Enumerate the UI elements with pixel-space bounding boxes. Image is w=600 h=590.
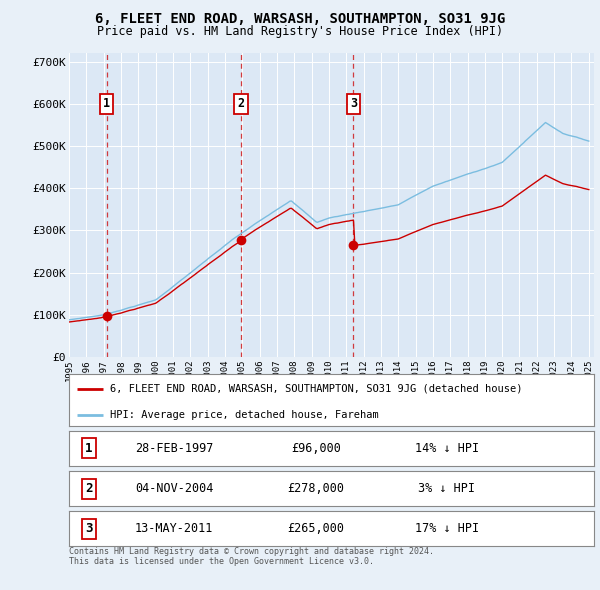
Text: £278,000: £278,000 [287,482,344,495]
Text: 04-NOV-2004: 04-NOV-2004 [135,482,213,495]
Text: 3: 3 [85,522,93,535]
Text: 14% ↓ HPI: 14% ↓ HPI [415,442,479,455]
Text: 13-MAY-2011: 13-MAY-2011 [135,522,213,535]
Text: 2: 2 [85,482,93,495]
Text: 1: 1 [85,442,93,455]
Text: 3: 3 [350,97,357,110]
Text: 28-FEB-1997: 28-FEB-1997 [135,442,213,455]
Text: 17% ↓ HPI: 17% ↓ HPI [415,522,479,535]
Text: £265,000: £265,000 [287,522,344,535]
Text: HPI: Average price, detached house, Fareham: HPI: Average price, detached house, Fare… [110,409,379,419]
Text: Price paid vs. HM Land Registry's House Price Index (HPI): Price paid vs. HM Land Registry's House … [97,25,503,38]
Text: 6, FLEET END ROAD, WARSASH, SOUTHAMPTON, SO31 9JG: 6, FLEET END ROAD, WARSASH, SOUTHAMPTON,… [95,12,505,26]
Text: Contains HM Land Registry data © Crown copyright and database right 2024.
This d: Contains HM Land Registry data © Crown c… [69,547,434,566]
Text: 6, FLEET END ROAD, WARSASH, SOUTHAMPTON, SO31 9JG (detached house): 6, FLEET END ROAD, WARSASH, SOUTHAMPTON,… [110,384,523,394]
Text: 1: 1 [103,97,110,110]
Text: £96,000: £96,000 [291,442,341,455]
Text: 2: 2 [237,97,244,110]
Text: 3% ↓ HPI: 3% ↓ HPI [419,482,476,495]
